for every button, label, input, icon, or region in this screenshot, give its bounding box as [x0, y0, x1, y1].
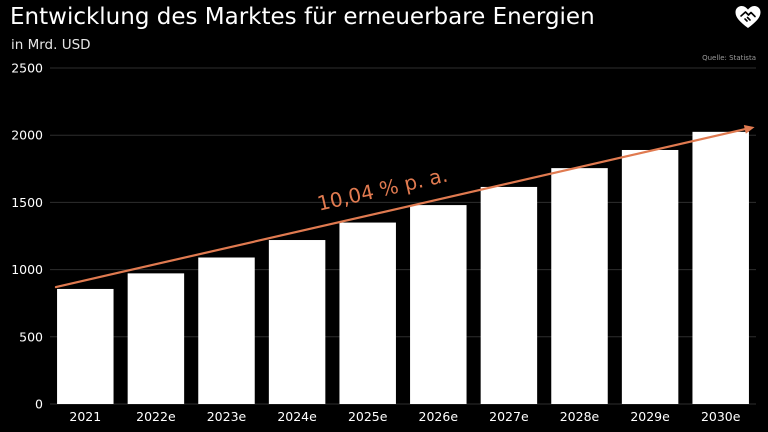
- chart-subtitle: in Mrd. USD: [11, 37, 91, 53]
- bar: [410, 205, 467, 404]
- x-tick-label: 2025e: [348, 409, 388, 424]
- bar: [268, 240, 326, 404]
- x-tick-label: 2029e: [630, 409, 670, 424]
- bar: [480, 186, 538, 404]
- x-tick-label: 2030e: [701, 409, 741, 424]
- x-tick-label: 2028e: [560, 409, 600, 424]
- y-tick-label: 2000: [11, 128, 43, 143]
- bar: [621, 149, 679, 404]
- trend-arrow-line: [54, 127, 750, 289]
- x-tick-label: 2024e: [277, 409, 317, 424]
- x-tick-label: 2023e: [207, 409, 247, 424]
- source-note: Quelle: Statista: [702, 54, 756, 62]
- x-tick-label: 2021: [69, 409, 101, 424]
- bar: [692, 131, 749, 404]
- y-tick-label: 1000: [11, 262, 43, 277]
- y-tick-label: 0: [35, 397, 43, 412]
- bar: [127, 273, 185, 404]
- x-tick-label: 2027e: [489, 409, 529, 424]
- trend-arrow-head: [743, 124, 755, 134]
- y-tick-label: 500: [19, 329, 43, 344]
- x-tick-label: 2022e: [136, 409, 176, 424]
- bar: [551, 168, 608, 404]
- chart-title: Entwicklung des Marktes für erneuerbare …: [10, 4, 595, 30]
- y-tick-label: 1500: [11, 195, 43, 210]
- bar: [57, 288, 114, 404]
- y-tick-label: 2500: [11, 61, 43, 76]
- bar: [339, 222, 396, 404]
- x-tick-label: 2026e: [419, 409, 459, 424]
- bar: [198, 257, 255, 404]
- heart-handshake-icon: [735, 6, 761, 28]
